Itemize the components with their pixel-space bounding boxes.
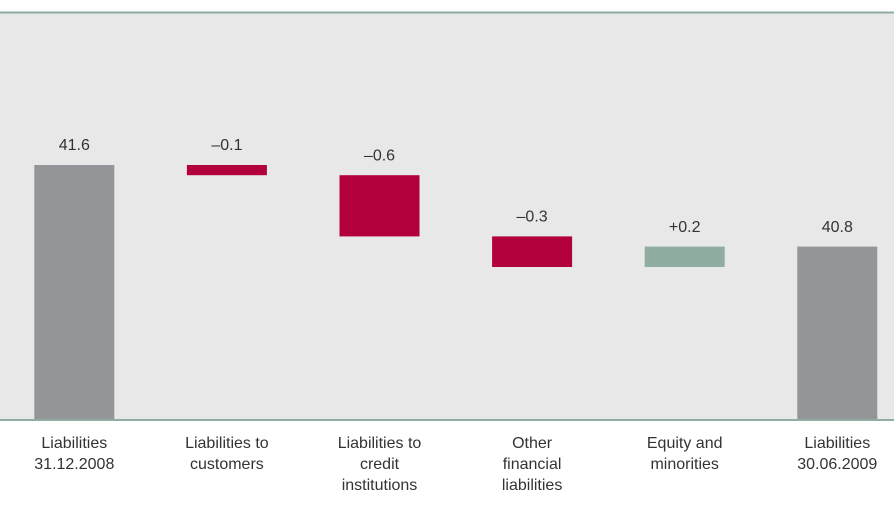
value-label: –0.1 xyxy=(211,137,242,154)
value-label: +0.2 xyxy=(669,219,701,236)
value-label: –0.3 xyxy=(517,209,548,226)
x-tick-label: Liabilities to credit institutions xyxy=(337,435,422,494)
bar xyxy=(492,236,573,267)
value-label: 40.8 xyxy=(822,219,853,236)
x-tick-label: Liabilities 30.06.2009 xyxy=(797,435,878,473)
value-label: 41.6 xyxy=(59,137,90,154)
bar xyxy=(644,246,725,267)
bar xyxy=(34,165,115,420)
x-tick-label: Equity and minorities xyxy=(646,435,723,473)
bar xyxy=(797,246,878,420)
value-label: –0.6 xyxy=(364,147,395,164)
x-tick-label: Liabilities 31.12.2008 xyxy=(34,435,115,473)
bar xyxy=(186,165,267,176)
x-tick-label: Liabilities to customers xyxy=(185,435,269,473)
bar xyxy=(339,175,420,237)
x-tick-label: Other financial liabilities xyxy=(501,435,563,494)
plot: 41.6 –0.1 –0.6 –0.3 +0.2 40.8 xyxy=(0,11,894,421)
plot-background xyxy=(0,12,894,420)
